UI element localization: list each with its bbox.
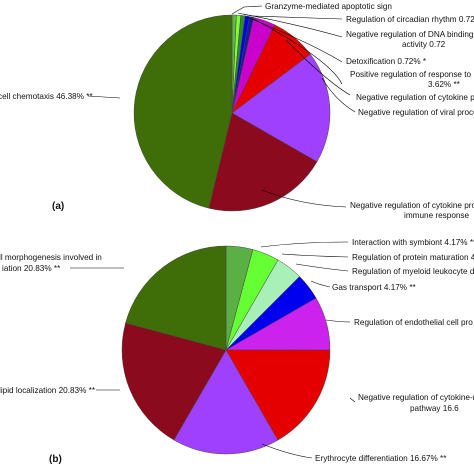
leader-line — [231, 5, 263, 15]
pie-slice-b-6 — [173, 349, 279, 455]
panel-tag-a: (a) — [52, 201, 64, 212]
pie-slice-b-5 — [225, 349, 331, 441]
pie-slice-b-7 — [121, 322, 227, 441]
label-myeloid-leukocyte: Regulation of myeloid leukocyte di — [352, 267, 474, 276]
pie-chart-a — [133, 14, 331, 212]
pie-slice-a-7 — [231, 53, 331, 163]
label-cytokine-n-1: Negative regulation of cytokine-n — [358, 393, 474, 402]
label-dna-binding-1: Negative regulation of DNA binding — [346, 30, 474, 39]
label-detoxification: Detoxification 0.72% * — [346, 57, 427, 66]
pie-slice-a-8 — [208, 112, 318, 212]
leader-line — [321, 77, 356, 113]
label-symbiont: Interaction with symbiont 4.17% ** — [352, 238, 474, 247]
label-cytokine-pr: Negative regulation of cytokine pr — [356, 93, 474, 102]
leader-lines-a — [87, 5, 356, 208]
leader-line — [253, 18, 343, 85]
label-gas-transport: Gas transport 4.17% ** — [332, 283, 417, 292]
leader-line — [242, 13, 343, 38]
leader-line — [349, 397, 356, 403]
label-positive-response-2: 3.62% ** — [428, 80, 461, 89]
label-cytokine-pro-1: Negative regulation of cytokine pro — [350, 201, 474, 210]
panel-tag-b: (b) — [49, 454, 62, 465]
label-viral-proce: Negative regulation of viral proce — [358, 108, 474, 117]
leader-line — [325, 319, 351, 323]
label-chemotaxis: cell chemotaxis 46.38% ** — [0, 92, 93, 101]
leader-line — [87, 95, 121, 99]
label-dna-binding-2: activity 0.72 — [402, 40, 446, 49]
label-granzyme: Granzyme-mediated apoptotic sign — [265, 2, 392, 11]
label-erythrocyte: Erythrocyte differentiation 16.67% ** — [315, 454, 447, 463]
leader-line — [281, 253, 349, 258]
pie-slice-b-8 — [125, 245, 227, 351]
pie-slice-a-9 — [133, 14, 233, 209]
leader-line — [260, 241, 349, 248]
leader-line — [310, 280, 331, 288]
leader-lines-b — [70, 241, 356, 459]
label-cytokine-pro-2: immune response — [404, 211, 470, 220]
label-protein-maturation: Regulation of protein maturation 4 — [352, 253, 474, 262]
label-circadian: Regulation of circadian rhythm 0.72 — [346, 15, 474, 24]
pie-chart-b — [121, 245, 331, 455]
label-morphogenesis-1: ll morphogenesis involved in — [0, 253, 102, 262]
label-lipid-localization: lipid localization 20.83% ** — [0, 386, 96, 395]
leader-line — [285, 39, 351, 96]
label-cytokine-n-2: pathway 16.6 — [410, 404, 459, 413]
label-positive-response-1: Positive regulation of response to — [350, 70, 472, 79]
label-endothelial: Regulation of endothelial cell pro — [354, 318, 473, 327]
leader-line — [261, 189, 347, 208]
leader-line — [295, 263, 349, 272]
label-morphogenesis-2: iation 20.83% ** — [2, 264, 61, 273]
leader-line — [261, 443, 313, 459]
